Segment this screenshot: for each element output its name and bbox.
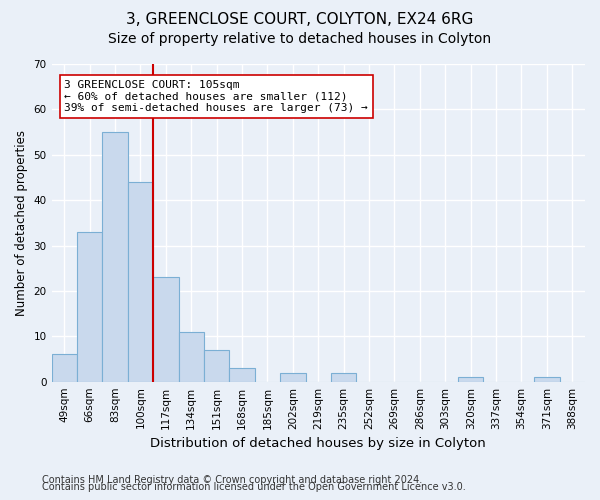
Text: 3, GREENCLOSE COURT, COLYTON, EX24 6RG: 3, GREENCLOSE COURT, COLYTON, EX24 6RG: [127, 12, 473, 28]
Bar: [331, 372, 356, 382]
Bar: [458, 377, 484, 382]
Bar: [128, 182, 153, 382]
Text: Contains public sector information licensed under the Open Government Licence v3: Contains public sector information licen…: [42, 482, 466, 492]
Bar: [153, 278, 179, 382]
Bar: [179, 332, 204, 382]
Y-axis label: Number of detached properties: Number of detached properties: [15, 130, 28, 316]
Bar: [52, 354, 77, 382]
Text: Contains HM Land Registry data © Crown copyright and database right 2024.: Contains HM Land Registry data © Crown c…: [42, 475, 422, 485]
Bar: [534, 377, 560, 382]
Text: Size of property relative to detached houses in Colyton: Size of property relative to detached ho…: [109, 32, 491, 46]
Bar: [280, 372, 305, 382]
X-axis label: Distribution of detached houses by size in Colyton: Distribution of detached houses by size …: [151, 437, 486, 450]
Bar: [229, 368, 255, 382]
Bar: [77, 232, 103, 382]
Bar: [103, 132, 128, 382]
Bar: [204, 350, 229, 382]
Text: 3 GREENCLOSE COURT: 105sqm
← 60% of detached houses are smaller (112)
39% of sem: 3 GREENCLOSE COURT: 105sqm ← 60% of deta…: [64, 80, 368, 113]
